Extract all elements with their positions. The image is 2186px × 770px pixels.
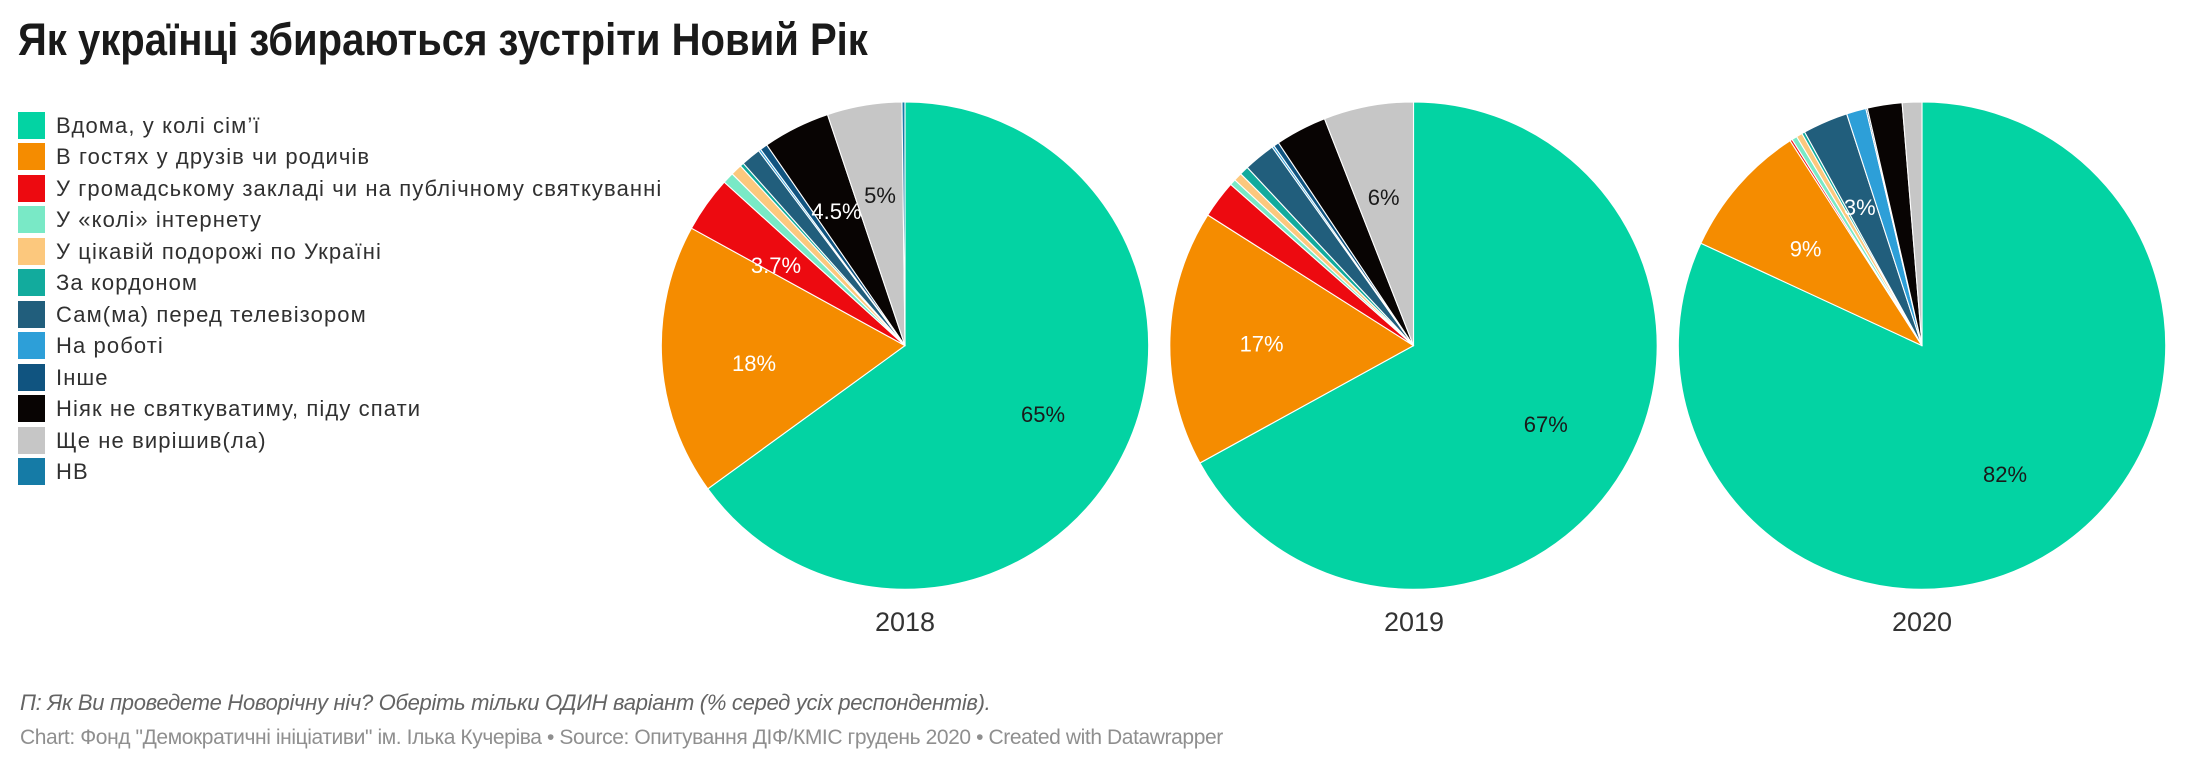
svg-text:17%: 17% bbox=[1240, 332, 1284, 357]
svg-text:3%: 3% bbox=[1844, 195, 1876, 220]
svg-text:82%: 82% bbox=[1983, 462, 2027, 487]
svg-text:4.5%: 4.5% bbox=[811, 199, 861, 224]
svg-text:18%: 18% bbox=[732, 351, 776, 376]
svg-text:65%: 65% bbox=[1021, 402, 1065, 427]
svg-text:3.7%: 3.7% bbox=[751, 253, 801, 278]
svg-text:6%: 6% bbox=[1368, 185, 1400, 210]
svg-text:5%: 5% bbox=[864, 183, 896, 208]
svg-text:67%: 67% bbox=[1524, 412, 1568, 437]
svg-text:9%: 9% bbox=[1790, 236, 1822, 261]
